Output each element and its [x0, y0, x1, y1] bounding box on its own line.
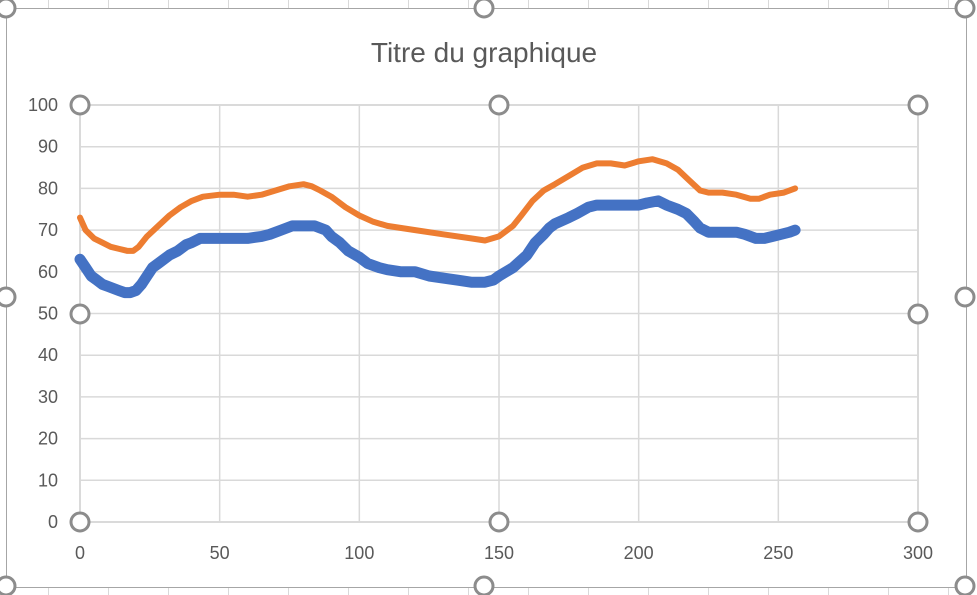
resize-handle[interactable]	[473, 575, 495, 595]
y-tick-label: 80	[38, 178, 58, 198]
resize-handle[interactable]	[954, 0, 976, 19]
plot-series[interactable]	[74, 156, 801, 299]
y-tick-label: 40	[38, 345, 58, 365]
series-line-1[interactable]	[74, 195, 801, 299]
resize-handle[interactable]	[69, 94, 91, 116]
y-tick-label: 60	[38, 262, 58, 282]
resize-handle[interactable]	[488, 511, 510, 533]
y-tick-label: 30	[38, 387, 58, 407]
x-tick-label: 300	[903, 543, 933, 563]
resize-handle[interactable]	[907, 511, 929, 533]
x-tick-label: 0	[75, 543, 85, 563]
resize-handle[interactable]	[0, 286, 17, 308]
resize-handle[interactable]	[488, 94, 510, 116]
resize-handle[interactable]	[954, 286, 976, 308]
y-tick-label: 90	[38, 137, 58, 157]
x-tick-label: 150	[484, 543, 514, 563]
y-tick-label: 70	[38, 220, 58, 240]
resize-handle[interactable]	[69, 303, 91, 325]
x-tick-label: 100	[344, 543, 374, 563]
y-tick-label: 100	[28, 95, 58, 115]
resize-handle[interactable]	[907, 303, 929, 325]
axis-ticks: 0 10 20 30 40 50 60 70 80 90 100 0 50 100 150 200 250 300	[28, 95, 933, 563]
y-tick-label: 20	[38, 429, 58, 449]
x-tick-label: 250	[763, 543, 793, 563]
chart-title[interactable]: Titre du graphique	[371, 37, 597, 68]
x-tick-label: 200	[624, 543, 654, 563]
resize-handle[interactable]	[473, 0, 495, 19]
y-tick-label: 10	[38, 470, 58, 490]
resize-handle[interactable]	[907, 94, 929, 116]
gridlines	[79, 104, 919, 523]
resize-handle[interactable]	[0, 0, 17, 19]
resize-handle[interactable]	[0, 575, 17, 595]
resize-handle[interactable]	[954, 575, 976, 595]
y-tick-label: 0	[48, 512, 58, 532]
x-tick-label: 50	[210, 543, 230, 563]
series-line-2[interactable]	[77, 156, 799, 254]
y-tick-label: 50	[38, 304, 58, 324]
resize-handle[interactable]	[69, 511, 91, 533]
